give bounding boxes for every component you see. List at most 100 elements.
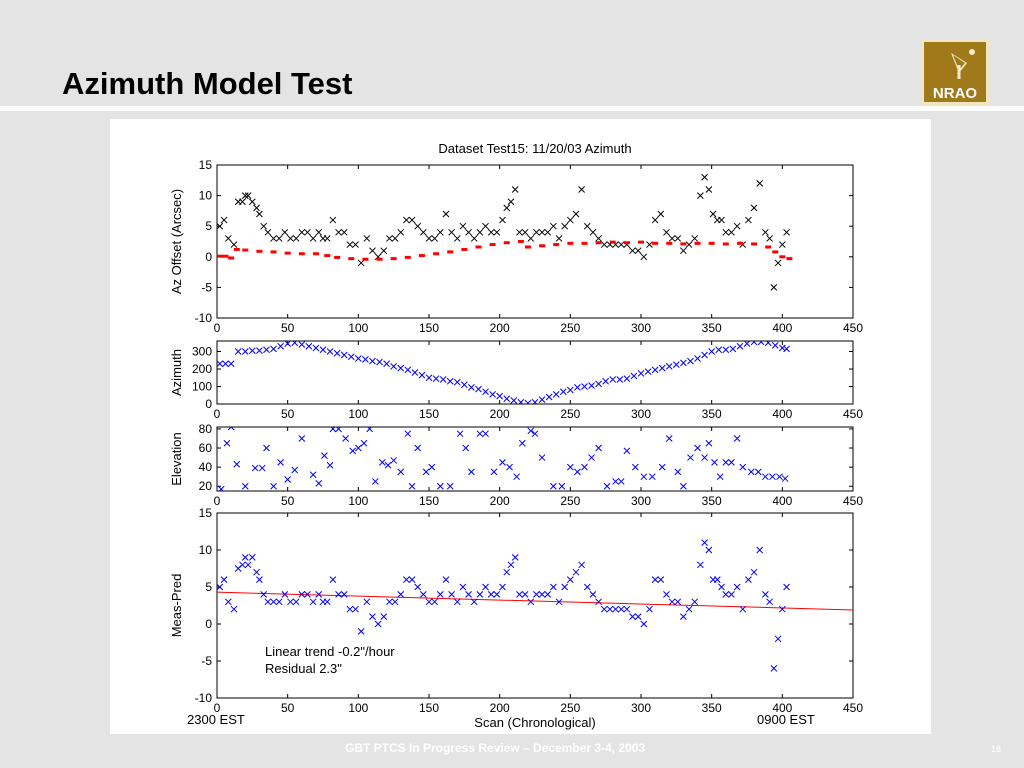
data-point [589,591,597,598]
data-point [623,605,631,613]
data-point [333,349,341,357]
data-point [567,241,574,245]
data-point [326,348,334,355]
data-point [595,241,602,245]
data-point [347,353,355,361]
data-point [448,591,455,598]
data-point [603,482,611,490]
data-point [223,439,231,447]
data-point [475,245,482,249]
data-point [414,583,422,591]
data-point [612,605,619,613]
data-point [217,360,224,368]
data-point [517,398,525,404]
data-point [572,210,580,218]
data-point [657,210,665,218]
data-point [256,210,263,218]
x-tick-label: 250 [560,407,580,421]
y-tick-label: 60 [199,441,213,455]
y-tick-label: 0 [205,397,212,411]
data-point [390,257,397,261]
y-tick-label: 0 [205,617,212,631]
series-1 [217,173,790,291]
data-point [222,254,229,258]
data-point [581,463,588,471]
y-tick-label: 15 [199,506,213,520]
data-point [369,357,376,365]
data-point [270,345,277,353]
data-point [342,435,349,442]
y-tick-label: -5 [201,654,212,668]
data-point [253,568,260,576]
data-point [490,468,498,476]
data-point [728,458,735,466]
data-point [470,235,478,242]
x-tick-label: 300 [631,407,651,421]
data-point [558,482,566,490]
plot-frame [216,512,854,699]
data-point [489,243,496,247]
data-point [708,241,715,245]
data-point [446,377,454,385]
data-point [561,222,569,230]
data-point [284,341,292,347]
data-point [668,598,676,606]
data-point [750,204,758,212]
data-point [315,480,323,487]
data-point [459,222,467,230]
data-point [349,447,357,455]
data-point [234,348,242,355]
x-tick-label: 50 [281,407,295,421]
data-point [319,346,327,354]
data-point [715,346,723,354]
data-point [609,240,616,244]
data-point [510,397,518,404]
data-point [448,228,455,236]
data-point [747,468,755,476]
data-point [527,598,535,606]
data-point [652,241,659,245]
x-tick-label: 0 [214,494,221,508]
data-point [386,598,393,606]
data-point [527,427,535,435]
data-point [496,392,504,400]
data-point [335,427,342,433]
data-point [362,257,369,261]
data-point [728,591,735,598]
data-point [783,345,790,353]
data-point [334,255,341,259]
data-point [766,235,773,242]
data-point [550,222,557,230]
data-point [769,473,776,481]
series-1 [217,427,789,491]
data-point [578,561,585,569]
x-tick-label: 300 [631,701,651,715]
data-point [482,388,489,396]
data-point [539,244,546,248]
data-point [552,391,560,398]
data-point [284,476,292,483]
y-tick-label: -5 [201,280,212,294]
data-point [442,210,450,218]
data-point [241,554,249,561]
data-point [697,561,704,569]
data-point [264,598,272,606]
data-point [329,576,337,583]
data-point [555,598,563,606]
data-point [574,384,581,391]
data-point [482,583,489,591]
data-point [640,473,648,481]
data-point [511,186,519,193]
data-point [665,363,673,370]
data-point [770,665,778,672]
data-point [248,554,256,561]
y-axis-label: Az Offset (Arcsec) [169,189,184,294]
data-point [360,439,368,447]
data-point [369,247,376,255]
data-point [617,605,625,613]
data-point [631,463,639,471]
data-point [701,539,708,546]
plot-frame [216,340,854,405]
y-tick-label: 10 [199,189,213,203]
data-point [270,250,277,254]
